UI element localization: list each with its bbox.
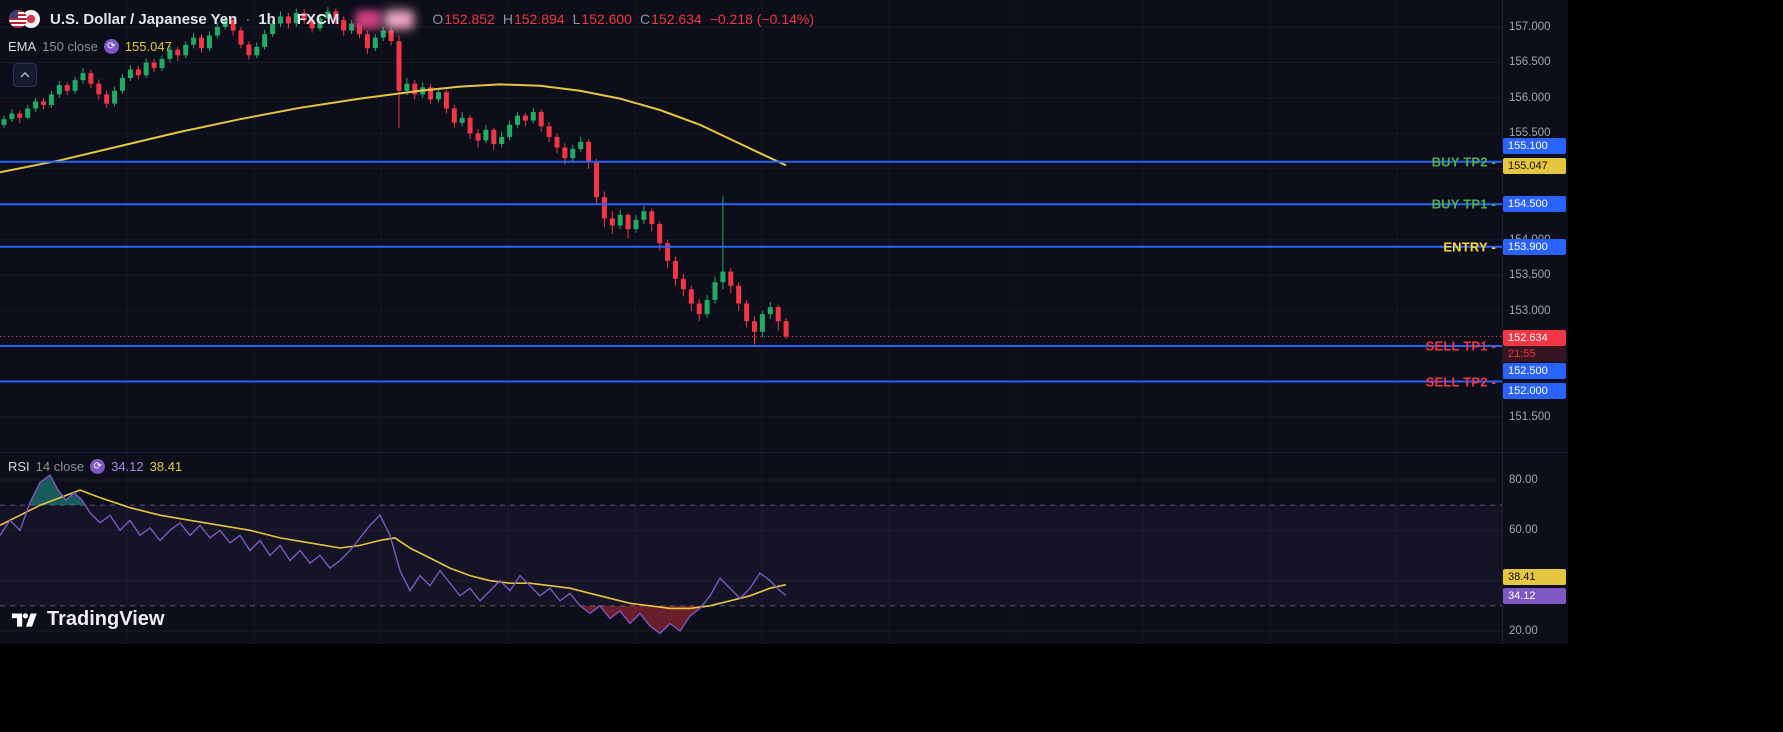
close-key: C — [639, 11, 651, 27]
chevron-up-icon — [20, 72, 30, 78]
low-key: L — [572, 11, 581, 27]
last-price-label: 152.634 — [1503, 330, 1566, 346]
low-value: 152.600 — [581, 11, 632, 27]
close-value: 152.634 — [651, 11, 702, 27]
ema-price-label: 155.047 — [1503, 158, 1566, 174]
price-tick-153.500: 153.500 — [1509, 269, 1551, 282]
ema-legend-row: EMA 150 close ⟳ 155.047 — [8, 39, 172, 54]
ema-indicator-value: 155.047 — [124, 39, 172, 54]
rsi-tick-60.00: 60.00 — [1509, 524, 1538, 537]
redacted-badge[interactable] — [355, 9, 382, 29]
sync-icon[interactable]: ⟳ — [103, 39, 119, 54]
rsi-value-label: 34.12 — [1503, 588, 1566, 604]
interval-label[interactable]: 1h — [258, 10, 276, 28]
price-axis[interactable]: 157.000156.500156.000155.500154.000153.5… — [0, 0, 1568, 644]
price-tick-156.000: 156.000 — [1509, 91, 1551, 104]
price-tick-156.500: 156.500 — [1509, 56, 1551, 69]
sell-tp2-price-label: 152.000 — [1503, 383, 1566, 399]
open-value: 152.852 — [444, 11, 495, 27]
buy-tp1-price-label: 154.500 — [1503, 196, 1566, 212]
rsi-legend-row: RSI 14 close ⟳ 34.12 38.41 — [8, 459, 182, 474]
rsi-ma-value-label: 38.41 — [1503, 569, 1566, 585]
price-tick-157.000: 157.000 — [1509, 21, 1551, 33]
high-value: 152.894 — [513, 11, 565, 27]
tradingview-logo-icon — [10, 609, 40, 631]
ema-indicator-params: 150 close — [42, 39, 98, 54]
buy-tp2-price-label: 155.100 — [1503, 138, 1566, 154]
rsi-indicator-params: 14 close — [35, 459, 85, 474]
sync-icon[interactable]: ⟳ — [90, 459, 106, 474]
exchange-label[interactable]: FXCM — [296, 10, 340, 28]
rsi-indicator-title[interactable]: RSI — [8, 459, 30, 474]
rsi-tick-20.00: 20.00 — [1509, 625, 1538, 637]
symbol-title[interactable]: U.S. Dollar / Japanese Yen — [50, 10, 238, 28]
change-value: −0.218 (−0.14%) — [709, 11, 814, 27]
separator-dot: · — [245, 10, 251, 28]
ema-indicator-title[interactable]: EMA — [8, 39, 37, 54]
symbol-legend-row: U.S. Dollar / Japanese Yen · 1h · FXCM O… — [8, 9, 814, 29]
chart-canvas[interactable] — [0, 0, 1502, 644]
separator-dot: · — [283, 10, 289, 28]
price-tick-151.500: 151.500 — [1509, 410, 1551, 423]
pane-separator[interactable] — [0, 452, 1568, 453]
currency-pair-icon — [8, 9, 42, 29]
price-tick-155.500: 155.500 — [1509, 127, 1551, 140]
entry-price-label: 153.900 — [1503, 239, 1566, 255]
chart-window: BUY TP2 - BUY TP1 - ENTRY - SELL TP1 - SELL … — [0, 0, 1568, 644]
price-axis-border — [1502, 0, 1503, 644]
high-key: H — [502, 11, 513, 27]
chart-svg[interactable] — [0, 0, 1502, 644]
countdown-label: 21:55 — [1503, 346, 1566, 362]
rsi-indicator-value: 34.12 — [111, 459, 144, 474]
tradingview-logo-text: TradingView — [47, 608, 165, 630]
rsi-tick-80.00: 80.00 — [1509, 474, 1538, 486]
sell-tp1-price-label: 152.500 — [1503, 363, 1566, 379]
collapse-pane-button[interactable] — [13, 63, 37, 87]
rsi-ma-indicator-value: 38.41 — [149, 459, 183, 474]
price-tick-153.000: 153.000 — [1509, 304, 1551, 317]
ohlc-readout: O 152.852 H 152.894 L 152.600 C 152.634 −0.2… — [432, 11, 814, 27]
open-key: O — [432, 11, 444, 27]
redacted-badge[interactable] — [384, 9, 415, 29]
redacted-toolbar-items[interactable] — [355, 9, 415, 29]
tradingview-watermark[interactable]: TradingView — [10, 608, 164, 631]
